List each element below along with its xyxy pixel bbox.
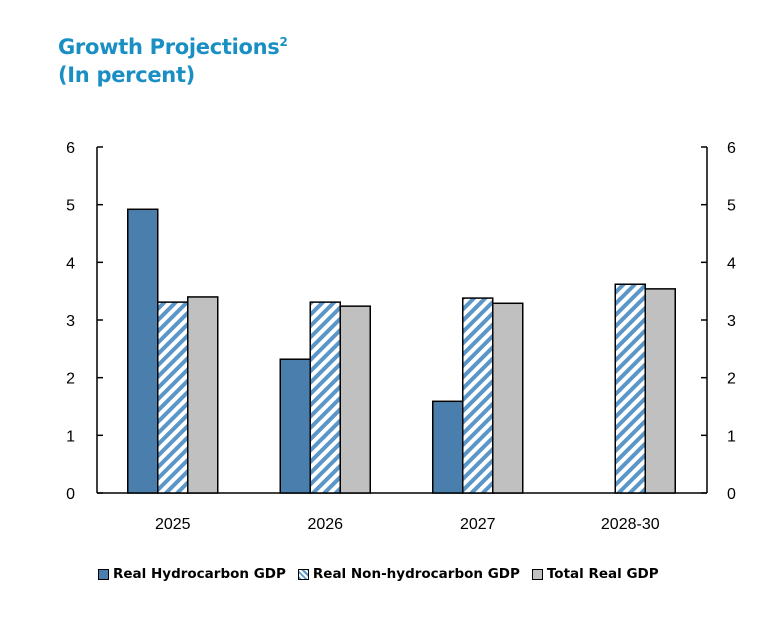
legend-label: Total Real GDP: [546, 566, 659, 582]
legend-label: Real Non-hydrocarbon GDP: [312, 566, 520, 582]
bar-total-real-gdp: [187, 296, 219, 494]
bar-real-non-hydrocarbon-gdp: [462, 297, 494, 494]
legend-swatch: [297, 568, 309, 580]
legend-item: Total Real GDP: [531, 566, 659, 582]
x-tick-label: 2026: [307, 516, 343, 533]
x-tick-label: 2028-30: [601, 516, 660, 533]
y-tick-label-right: 5: [727, 198, 736, 215]
y-tick-label-left: 6: [66, 140, 75, 157]
bar-real-hydrocarbon-gdp: [432, 400, 464, 494]
bar-total-real-gdp: [339, 305, 371, 494]
bar-real-non-hydrocarbon-gdp: [614, 283, 646, 494]
y-tick-label-left: 5: [66, 198, 75, 215]
x-tick-label: 2025: [155, 516, 191, 533]
bar-real-hydrocarbon-gdp: [127, 208, 159, 494]
y-tick-label-right: 6: [727, 140, 736, 157]
bar-total-real-gdp: [644, 288, 676, 494]
y-tick-label-left: 1: [66, 428, 75, 445]
legend-swatch: [531, 568, 543, 580]
bar-total-real-gdp: [492, 302, 524, 494]
legend-label: Real Hydrocarbon GDP: [113, 566, 286, 582]
y-tick-label-left: 2: [66, 371, 75, 388]
y-tick-label-left: 4: [66, 255, 75, 272]
y-tick-label-right: 0: [727, 486, 736, 503]
chart-subtitle: (In percent): [58, 63, 195, 87]
y-tick-label-left: 0: [66, 486, 75, 503]
y-tick-label-left: 3: [66, 313, 75, 330]
legend: Real Hydrocarbon GDP Real Non-hydrocarbon…: [98, 566, 659, 582]
y-tick-label-right: 3: [727, 313, 736, 330]
bar-real-hydrocarbon-gdp: [279, 358, 311, 494]
chart-title: Growth Projections2 (In percent): [58, 35, 288, 87]
bar-real-non-hydrocarbon-gdp: [157, 301, 189, 494]
y-tick-label-right: 4: [727, 255, 736, 272]
y-tick-label-right: 1: [727, 428, 736, 445]
bar-real-non-hydrocarbon-gdp: [309, 301, 341, 494]
legend-item: Real Non-hydrocarbon GDP: [297, 566, 520, 582]
legend-item: Real Hydrocarbon GDP: [98, 566, 286, 582]
legend-swatch: [98, 568, 109, 580]
y-tick-label-right: 2: [727, 371, 736, 388]
x-tick-label: 2027: [460, 516, 496, 533]
